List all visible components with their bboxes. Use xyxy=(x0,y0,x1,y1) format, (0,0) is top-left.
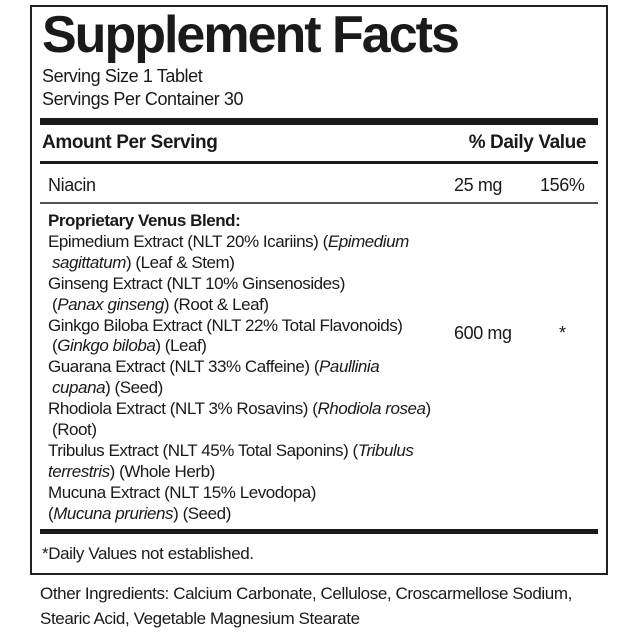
ingredient-text: ) (Whole Herb) xyxy=(109,461,216,481)
daily-value-header: % Daily Value xyxy=(468,132,587,153)
ingredient-line: Rhodiola Extract (NLT 3% Rosavins) (Rhod… xyxy=(48,399,431,420)
niacin-name: Niacin xyxy=(48,175,96,195)
ingredient-text: ( xyxy=(52,336,58,356)
botanical-name: terrestris xyxy=(48,461,110,481)
other-ingredients-line: Stearic Acid, Vegetable Magnesium Steara… xyxy=(40,609,360,628)
ingredient-text: Guarana Extract (NLT 33% Caffeine) ( xyxy=(48,357,320,377)
servings-per-container: Servings Per Container 30 xyxy=(42,89,244,109)
ingredient-text: Rhodiola Extract (NLT 3% Rosavins) ( xyxy=(48,399,318,419)
botanical-name: Rhodiola rosea xyxy=(317,399,426,419)
ingredient-line: Guarana Extract (NLT 33% Caffeine) (Paul… xyxy=(48,357,431,378)
ingredient-line: Ginkgo Biloba Extract (NLT 22% Total Fla… xyxy=(48,316,431,337)
divider xyxy=(40,161,598,164)
ingredient-text: ) (Seed) xyxy=(173,503,231,523)
ingredient-line: terrestris) (Whole Herb) xyxy=(48,462,431,483)
ingredient-text: Epimedium Extract (NLT 20% Icariins) ( xyxy=(48,231,328,251)
supplement-facts-panel: Supplement Facts Serving Size 1 Tablet S… xyxy=(30,5,608,575)
footnote: *Daily Values not established. xyxy=(42,544,254,563)
ingredient-text: ( xyxy=(48,503,54,523)
ingredient-text: ( xyxy=(52,294,58,314)
ingredient-text: ) (Leaf) xyxy=(155,336,207,356)
ingredient-text: ) (Seed) xyxy=(105,378,163,398)
niacin-amount: 25 mg xyxy=(454,175,503,195)
other-ingredients-line: Other Ingredients: Calcium Carbonate, Ce… xyxy=(40,584,572,603)
ingredient-line: Tribulus Extract (NLT 45% Total Saponins… xyxy=(48,441,431,462)
ingredient-text: Mucuna Extract (NLT 15% Levodopa) xyxy=(48,482,316,502)
ingredient-text: ) xyxy=(425,399,432,419)
amount-per-serving-header: Amount Per Serving xyxy=(42,132,218,153)
ingredient-text: ) (Root & Leaf) xyxy=(163,294,269,314)
divider xyxy=(40,202,598,204)
ingredient-line: cupana) (Seed) xyxy=(48,378,431,399)
ingredient-line: Epimedium Extract (NLT 20% Icariins) (Ep… xyxy=(48,232,431,253)
ingredient-line: sagittatum) (Leaf & Stem) xyxy=(48,253,431,274)
blend-ingredients: Proprietary Venus Blend: Epimedium Extra… xyxy=(48,211,431,525)
blend-dv: * xyxy=(559,323,566,343)
ingredient-line: (Mucuna pruriens) (Seed) xyxy=(48,504,431,525)
ingredient-line: (Ginkgo biloba) (Leaf) xyxy=(48,336,431,357)
ingredient-line: Ginseng Extract (NLT 10% Ginsenosides) xyxy=(48,274,431,295)
panel-title: Supplement Facts xyxy=(42,6,460,64)
botanical-name: Paullinia xyxy=(319,357,380,377)
ingredient-line: Mucuna Extract (NLT 15% Levodopa) xyxy=(48,483,431,504)
ingredient-text: (Root) xyxy=(52,420,97,440)
ingredient-line: (Root) xyxy=(48,420,431,441)
botanical-name: Ginkgo biloba xyxy=(57,336,156,356)
ingredient-text: ) (Leaf & Stem) xyxy=(125,252,235,272)
thick-divider xyxy=(40,529,598,534)
ingredient-text: Ginkgo Biloba Extract (NLT 22% Total Fla… xyxy=(48,315,403,335)
serving-size: Serving Size 1 Tablet xyxy=(42,66,203,86)
botanical-name: Panax ginseng xyxy=(57,294,164,314)
botanical-name: Mucuna pruriens xyxy=(53,503,174,523)
blend-amount: 600 mg xyxy=(454,323,512,343)
botanical-name: Tribulus xyxy=(357,440,414,460)
thick-divider xyxy=(40,118,598,125)
blend-name: Proprietary Venus Blend: xyxy=(48,211,241,230)
ingredient-text: Ginseng Extract (NLT 10% Ginsenosides) xyxy=(48,273,345,293)
ingredient-text: Tribulus Extract (NLT 45% Total Saponins… xyxy=(48,440,358,460)
botanical-name: Epimedium xyxy=(327,231,409,251)
ingredient-line: (Panax ginseng) (Root & Leaf) xyxy=(48,295,431,316)
niacin-dv: 156% xyxy=(540,175,585,195)
botanical-name: sagittatum xyxy=(52,252,126,272)
botanical-name: cupana xyxy=(52,378,106,398)
